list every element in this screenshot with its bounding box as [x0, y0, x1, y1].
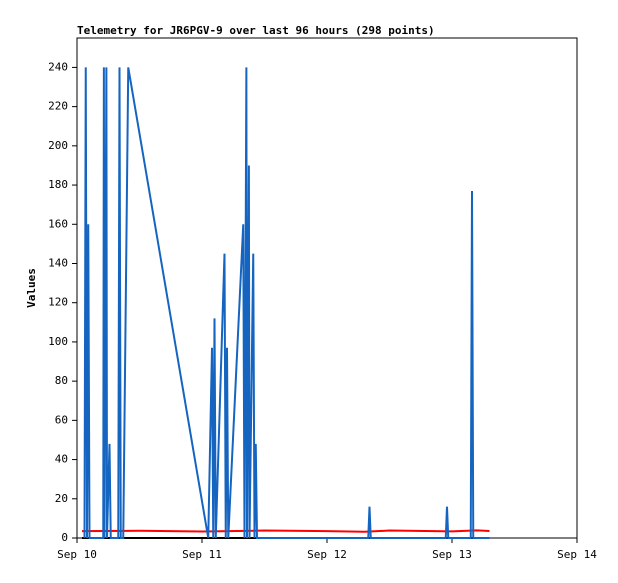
- plot-frame: [76, 37, 578, 539]
- y-tick-label: 100: [48, 335, 68, 348]
- x-tick-label: Sep 13: [432, 548, 472, 561]
- y-axis-label: Values: [25, 268, 38, 308]
- series-line: [83, 67, 490, 539]
- y-tick-label: 20: [55, 492, 68, 505]
- y-tick-label: 140: [48, 256, 68, 269]
- y-tick-label: 0: [61, 531, 68, 544]
- y-tick-label: 40: [55, 453, 68, 466]
- y-tick-label: 220: [48, 100, 68, 113]
- series-line: [81, 529, 490, 533]
- chart-title: Telemetry for JR6PGV-9 over last 96 hour…: [77, 24, 435, 37]
- x-tick-label: Sep 14: [557, 548, 597, 561]
- x-tick-label: Sep 10: [57, 548, 97, 561]
- y-tick-label: 80: [55, 374, 68, 387]
- y-tick-label: 200: [48, 139, 68, 152]
- y-tick-label: 160: [48, 217, 68, 230]
- y-tick-label: 240: [48, 60, 68, 73]
- y-tick-label: 180: [48, 178, 68, 191]
- x-tick-label: Sep 11: [182, 548, 222, 561]
- x-tick-label: Sep 12: [307, 548, 347, 561]
- y-tick-label: 120: [48, 296, 68, 309]
- y-tick-label: 60: [55, 413, 68, 426]
